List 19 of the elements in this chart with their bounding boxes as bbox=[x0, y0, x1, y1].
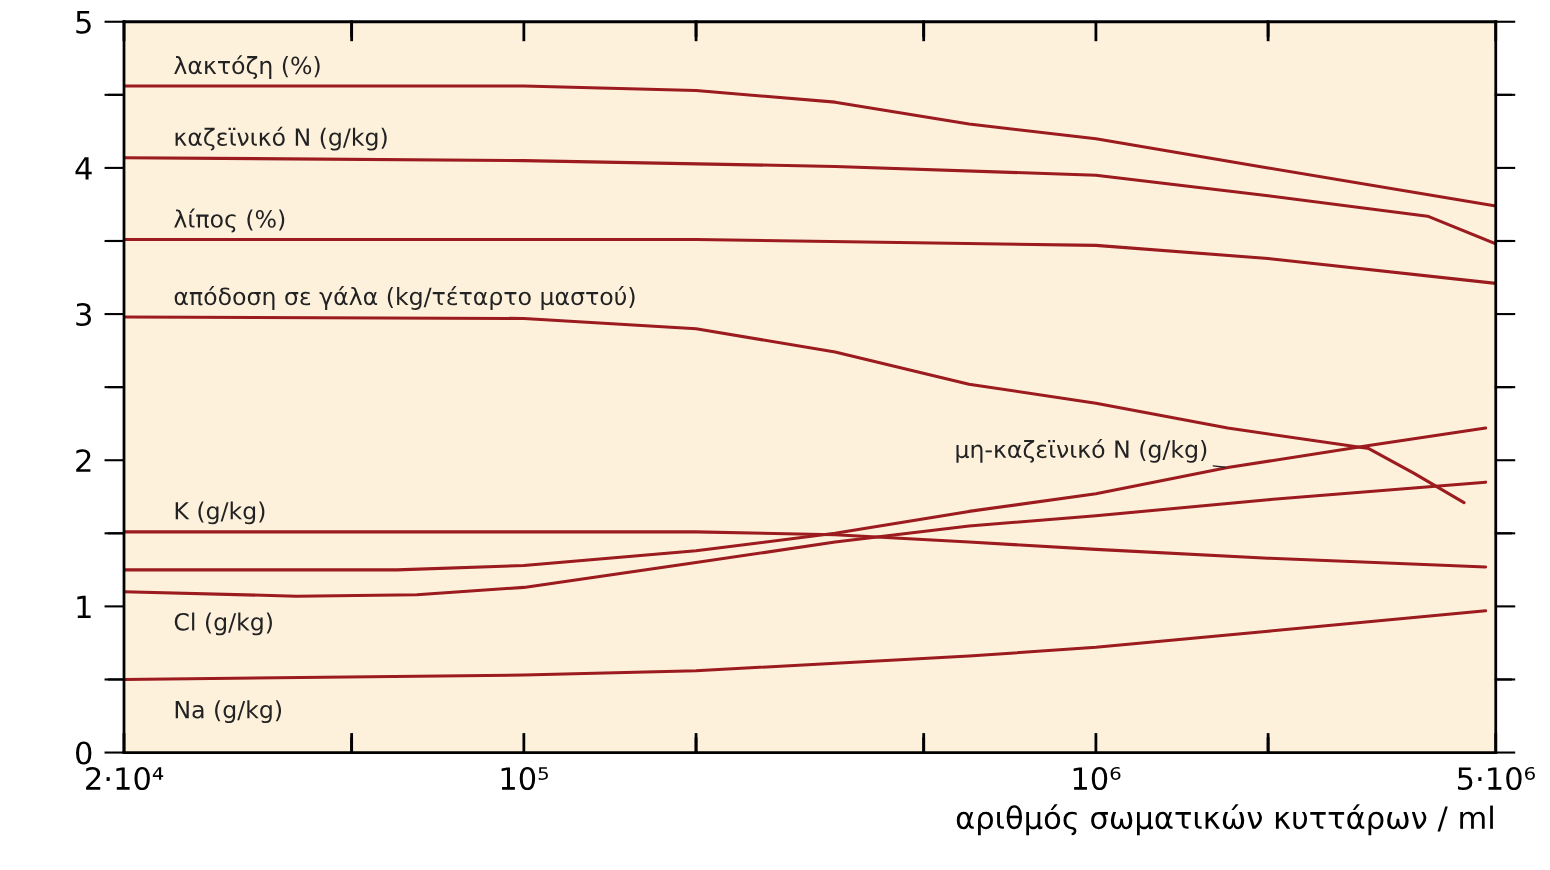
x-tick-label: 5·10⁶ bbox=[1457, 766, 1535, 791]
series-label: απόδοση σε γάλα (kg/τέταρτο μαστού) bbox=[174, 286, 635, 310]
x-tick-label: 2·10⁴ bbox=[86, 766, 164, 791]
y-tick-label: 5 bbox=[76, 11, 91, 34]
y-tick-label: 2 bbox=[76, 449, 91, 472]
series-label: Na (g/kg) bbox=[175, 700, 282, 724]
x-axis-title: αριθμός σωματικών κυττάρων / ml bbox=[956, 804, 1493, 836]
y-tick-label: 0 bbox=[76, 741, 92, 765]
series-label: λακτόζη (%) bbox=[174, 55, 320, 79]
y-tick-label: 3 bbox=[76, 303, 91, 327]
y-tick-label: 1 bbox=[77, 595, 91, 618]
series-label: Cl (g/kg) bbox=[174, 612, 272, 636]
series-label: μη-καζεϊνικό N (g/kg) bbox=[956, 438, 1207, 463]
series-label: καζεϊνικό N (g/kg) bbox=[175, 126, 387, 151]
series-label: K (g/kg) bbox=[175, 501, 265, 525]
x-tick-label: 10⁶ bbox=[1073, 766, 1121, 791]
series-label: λίπος (%) bbox=[174, 208, 285, 233]
x-tick-label: 10⁵ bbox=[501, 766, 548, 791]
y-tick-label: 4 bbox=[75, 157, 92, 180]
